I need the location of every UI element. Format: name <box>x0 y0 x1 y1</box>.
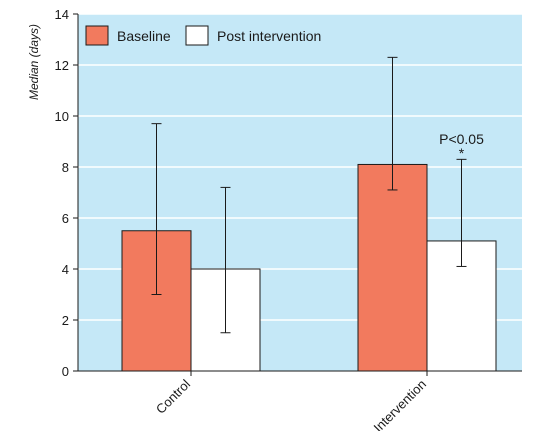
y-tick-label: 0 <box>62 364 69 379</box>
y-tick-label: 12 <box>55 58 69 73</box>
legend-label-1: Post intervention <box>217 28 321 44</box>
legend-label-0: Baseline <box>117 28 171 44</box>
tick-labels: 0 2 4 6 8 10 12 14 <box>55 7 69 379</box>
legend-swatch-0 <box>85 25 109 46</box>
y-tick-label: 10 <box>55 109 69 124</box>
category-label: Control <box>153 376 193 416</box>
category-labels: Control Intervention <box>153 376 429 431</box>
annotations: P<0.05* <box>439 131 484 161</box>
y-tick-label: 6 <box>62 211 69 226</box>
error-bars <box>151 56 467 334</box>
significance-asterisk: * <box>459 145 465 161</box>
y-tick-label: 8 <box>62 160 69 175</box>
y-tick-label: 2 <box>62 313 69 328</box>
category-label: Intervention <box>370 377 429 431</box>
y-tick-label: 4 <box>62 262 69 277</box>
y-axis-label: Median (days) <box>27 24 41 100</box>
significance-label: P<0.05 <box>439 131 484 147</box>
y-tick-label: 14 <box>55 7 69 22</box>
bar-baseline-intervention <box>357 163 428 372</box>
legend-swatch-1 <box>185 25 209 46</box>
legend: Baseline Post intervention <box>85 25 321 46</box>
axes <box>73 13 522 376</box>
